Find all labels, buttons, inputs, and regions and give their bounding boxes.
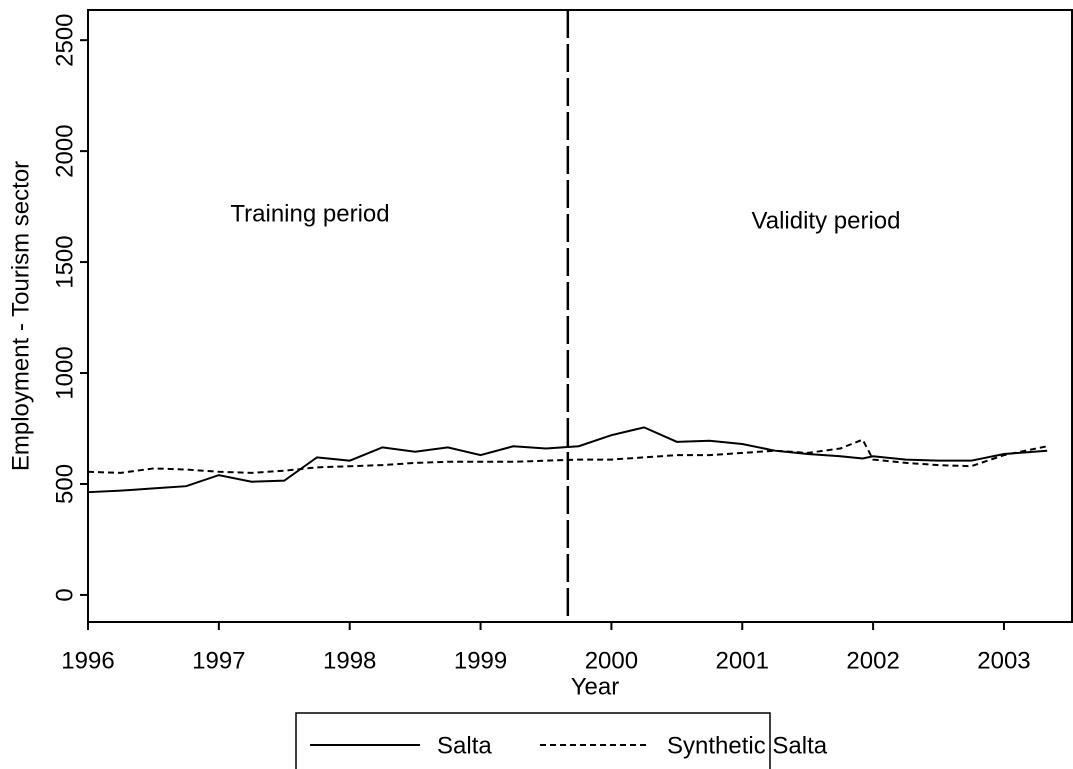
y-axis-label: Employment - Tourism sector xyxy=(7,161,34,471)
x-axis-label: Year xyxy=(571,673,620,700)
y-tick-label: 1000 xyxy=(51,346,78,399)
x-tick-label: 1997 xyxy=(192,647,245,674)
annotation: Validity period xyxy=(752,207,901,234)
y-tick-label: 0 xyxy=(51,588,78,601)
y-tick-label: 1500 xyxy=(51,235,78,288)
y-tick-label: 2000 xyxy=(51,124,78,177)
series-line xyxy=(87,426,1048,494)
legend-box xyxy=(295,712,771,769)
x-tick-label: 2000 xyxy=(585,647,638,674)
annotation: Training period xyxy=(230,200,389,227)
y-tick-label: 2500 xyxy=(51,13,78,66)
y-tick-label: 500 xyxy=(51,464,78,504)
series-line xyxy=(87,438,1048,474)
x-tick-label: 1998 xyxy=(323,647,376,674)
legend-label: Synthetic Salta xyxy=(667,732,828,759)
plot-frame xyxy=(87,9,1073,623)
legend-label: Salta xyxy=(437,732,492,759)
x-tick-label: 2003 xyxy=(977,647,1030,674)
x-tick-label: 2001 xyxy=(716,647,769,674)
x-tick-label: 1999 xyxy=(454,647,507,674)
x-tick-label: 1996 xyxy=(61,647,114,674)
x-tick-label: 2002 xyxy=(846,647,899,674)
